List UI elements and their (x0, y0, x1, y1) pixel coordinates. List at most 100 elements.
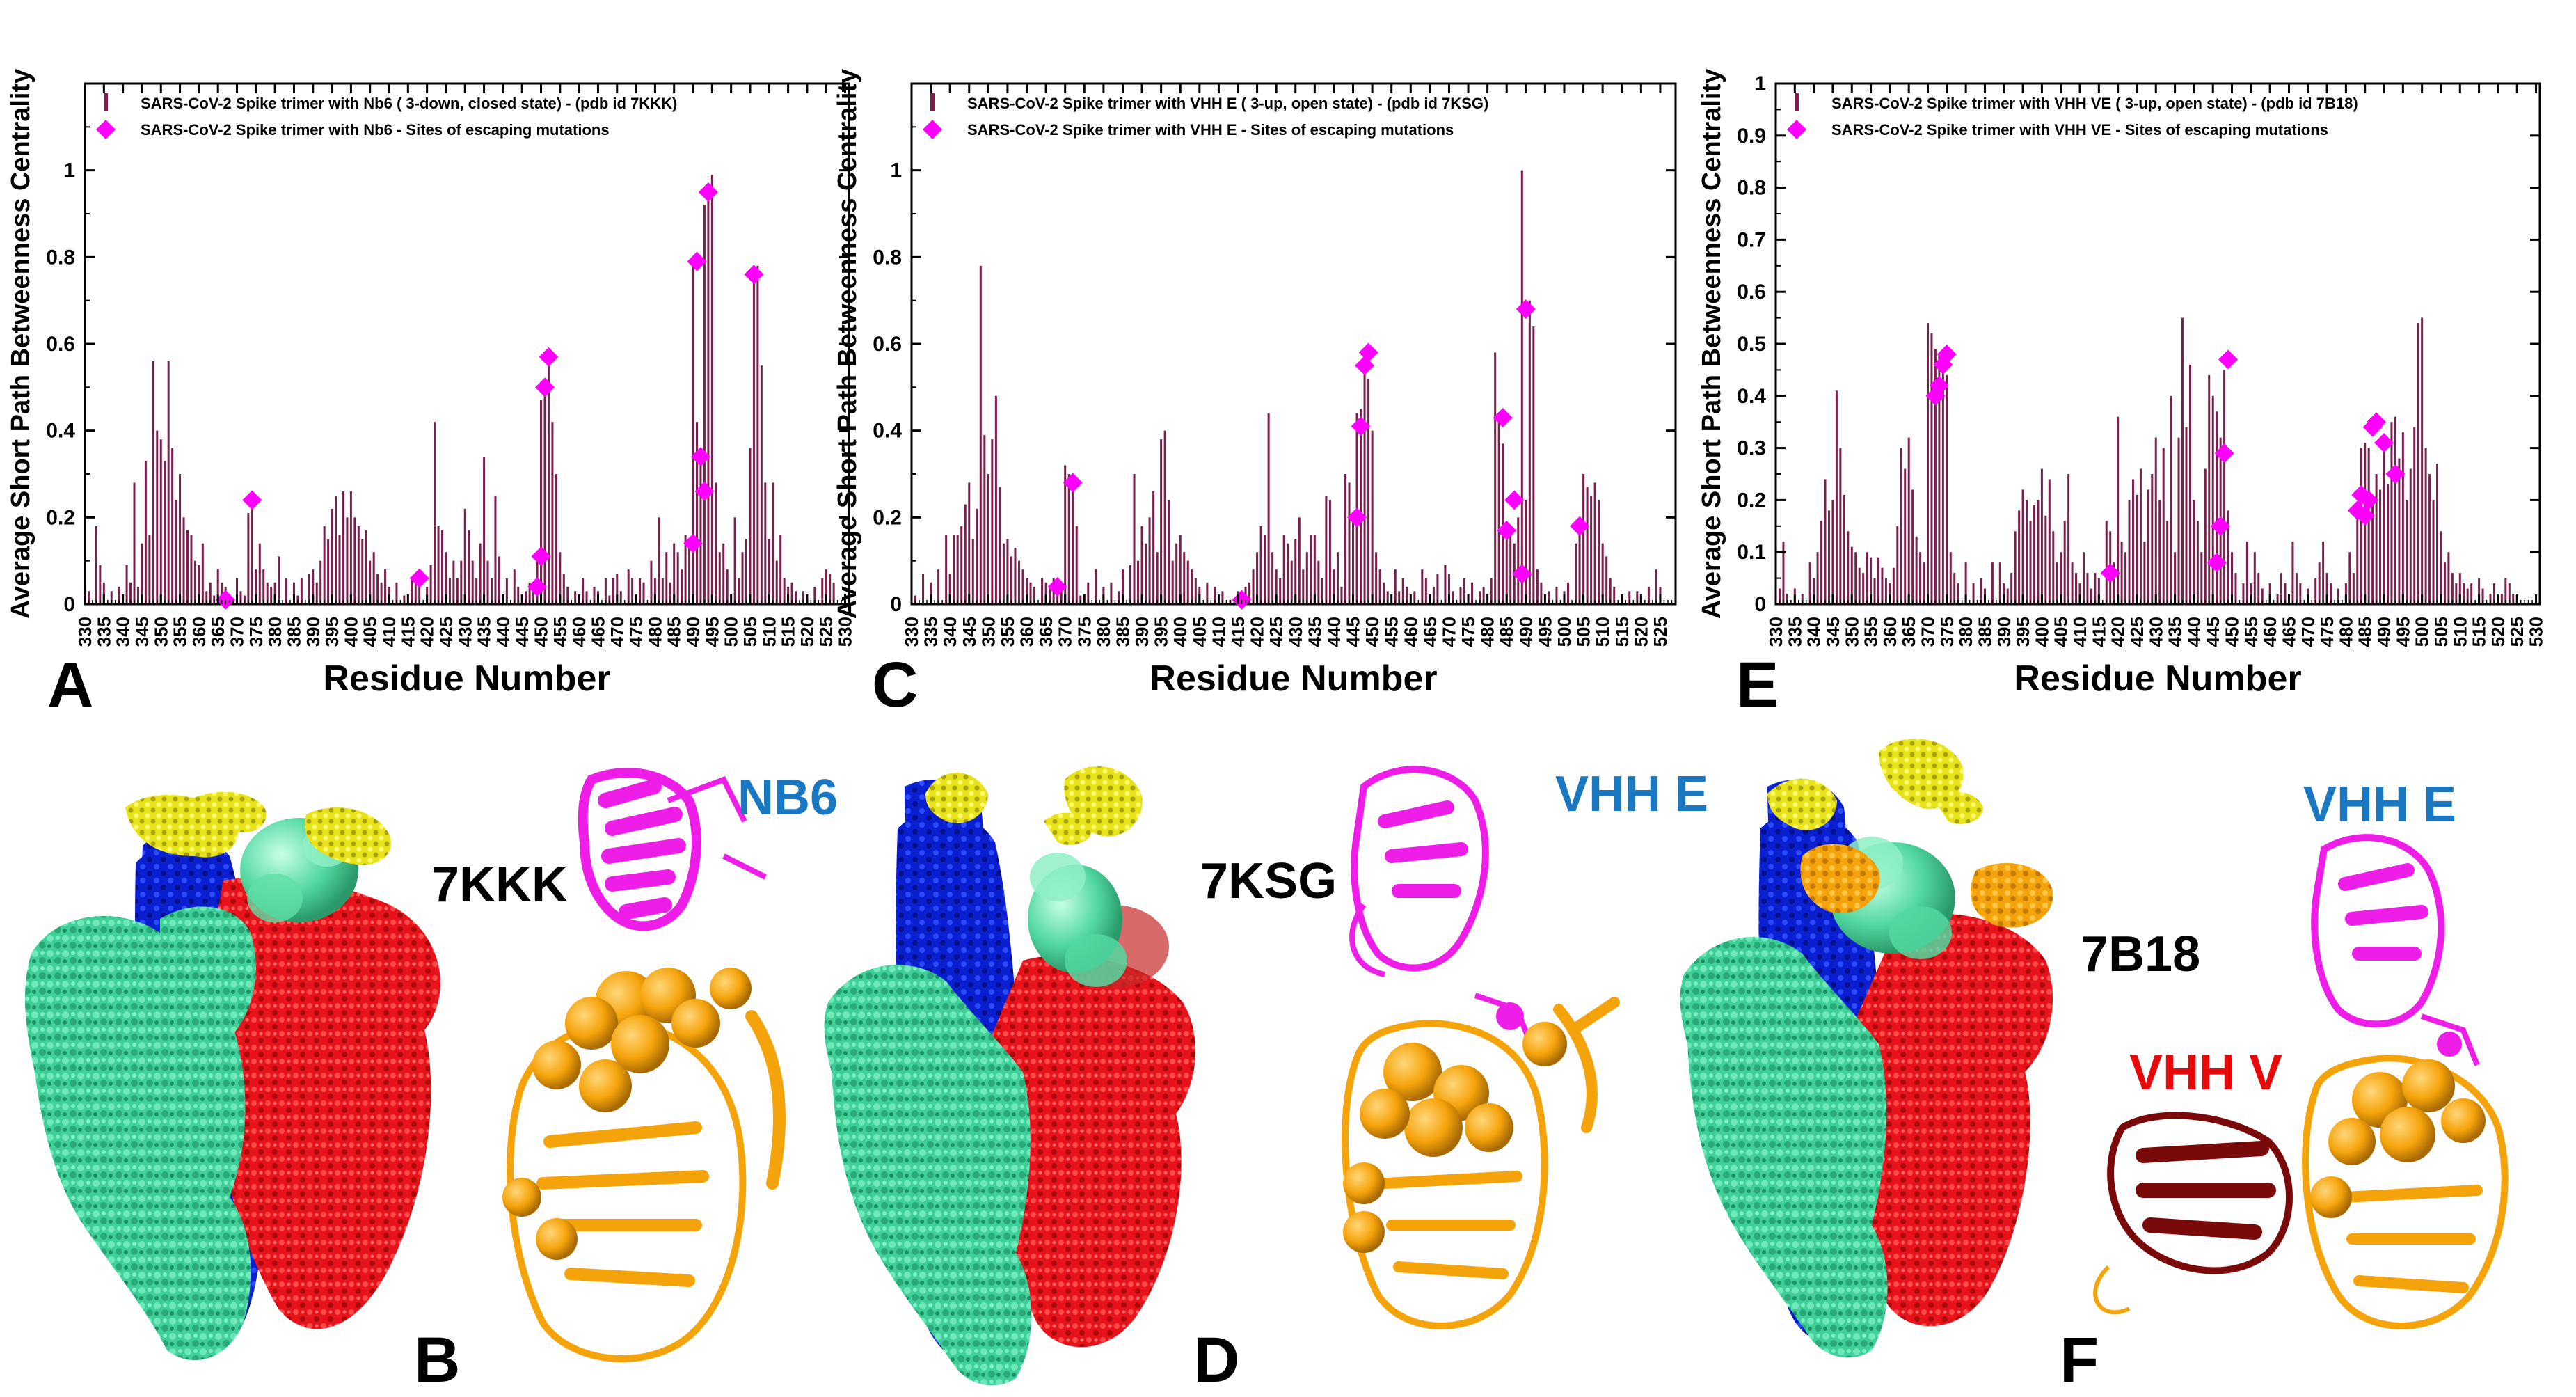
x-tick-label: 370 (1055, 617, 1076, 647)
bar (979, 265, 982, 604)
bar (349, 491, 352, 604)
bar (437, 526, 440, 604)
pdb-label-7ksg: 7KSG (1200, 853, 1337, 909)
bar (2413, 427, 2416, 604)
bar (2060, 552, 2062, 604)
bar (475, 578, 478, 604)
bar (1586, 487, 1589, 604)
bar (353, 517, 356, 604)
bar (110, 591, 113, 604)
bar (2504, 578, 2507, 604)
bar (585, 591, 588, 604)
legend-entry-bars: SARS-CoV-2 Spike trimer with VHH E ( 3-u… (967, 95, 1488, 112)
bar (1010, 556, 1012, 604)
bar (1590, 496, 1593, 604)
bar (2512, 594, 2515, 604)
bar (1064, 465, 1067, 604)
x-tick-label: 390 (1131, 617, 1152, 647)
bar (971, 539, 974, 604)
bar (718, 552, 721, 604)
bar (452, 560, 455, 604)
bar (2295, 573, 2298, 604)
x-tick-label: 425 (436, 617, 456, 647)
x-tick-label: 355 (170, 617, 191, 647)
bar (2174, 552, 2177, 604)
bar (1494, 352, 1497, 604)
bar (1911, 489, 1914, 604)
bar (2223, 370, 2226, 604)
bar (2158, 500, 2161, 604)
bar (1002, 543, 1005, 604)
mutation-site-marker (1493, 407, 1513, 427)
pdb-label-7b18: 7B18 (2081, 926, 2200, 982)
bar (551, 422, 554, 604)
bar (1336, 552, 1339, 604)
bar (1360, 409, 1362, 604)
bar (2371, 500, 2374, 604)
mutation-site-marker (531, 546, 551, 567)
x-tick-label: 475 (626, 617, 646, 647)
mutation-site-marker (2374, 433, 2394, 453)
bar (2375, 474, 2378, 604)
bar (1121, 569, 1124, 604)
x-tick-label: 340 (1804, 617, 1824, 647)
bar (608, 595, 611, 604)
bar (2261, 588, 2264, 604)
bar (418, 582, 421, 604)
x-tick-label: 450 (1362, 617, 1383, 647)
bar (555, 474, 557, 604)
y-tick-label: 0.7 (1737, 228, 1766, 251)
bar (2489, 594, 2492, 604)
bar (2455, 583, 2458, 604)
x-tick-label: 410 (1208, 617, 1229, 647)
x-tick-label: 405 (1189, 617, 1210, 647)
bar (1854, 552, 1857, 604)
nanobody-label-vhh-e-d: VHH E (1555, 766, 1708, 822)
x-tick-label: 370 (1918, 617, 1939, 647)
y-axis-label: Average Short Path Betweenness Centralit… (1697, 69, 1726, 619)
x-tick-label: 360 (1879, 617, 1900, 647)
bar (2337, 588, 2339, 604)
bar (1870, 557, 1873, 604)
x-tick-label: 460 (569, 617, 589, 647)
bar (505, 578, 508, 604)
bar (1502, 443, 1504, 604)
mutation-site-marker (690, 447, 710, 467)
x-tick-label: 510 (2449, 617, 2470, 647)
bar (1029, 582, 1032, 604)
bar (1938, 354, 1941, 604)
x-tick-label: 500 (1554, 617, 1575, 647)
bar (2147, 489, 2149, 604)
bar (1598, 500, 1600, 604)
bar (1067, 474, 1070, 604)
bar (593, 587, 596, 604)
bar (2386, 484, 2389, 604)
mutation-site-marker (2355, 505, 2375, 526)
bar (1482, 587, 1485, 604)
bar (2398, 458, 2401, 604)
y-tick-label: 1 (890, 159, 902, 182)
bar (1647, 587, 1650, 604)
bar (1079, 595, 1082, 604)
bar (948, 574, 951, 604)
y-tick-label: 0.4 (1737, 385, 1766, 408)
spike-trimer-7kkk (24, 791, 440, 1361)
bar (2117, 416, 2120, 604)
bar (1509, 526, 1512, 604)
x-tick-label: 375 (1074, 617, 1095, 647)
x-tick-label: 525 (2506, 617, 2527, 647)
x-tick-label: 470 (2298, 617, 2319, 647)
bar (2314, 578, 2317, 604)
bar (2128, 500, 2131, 604)
bar (1394, 569, 1397, 604)
x-tick-label: 395 (2012, 617, 2033, 647)
bar (1049, 587, 1051, 604)
bar (1601, 543, 1604, 604)
bar (1413, 591, 1416, 604)
legend-entry-bars: SARS-CoV-2 Spike trimer with Nb6 ( 3-dow… (141, 95, 677, 112)
bar (1328, 500, 1331, 604)
bar (164, 461, 166, 604)
bar (1636, 591, 1639, 604)
y-tick-label: 1 (63, 159, 75, 182)
panel-letter-f: F (2060, 1325, 2099, 1396)
